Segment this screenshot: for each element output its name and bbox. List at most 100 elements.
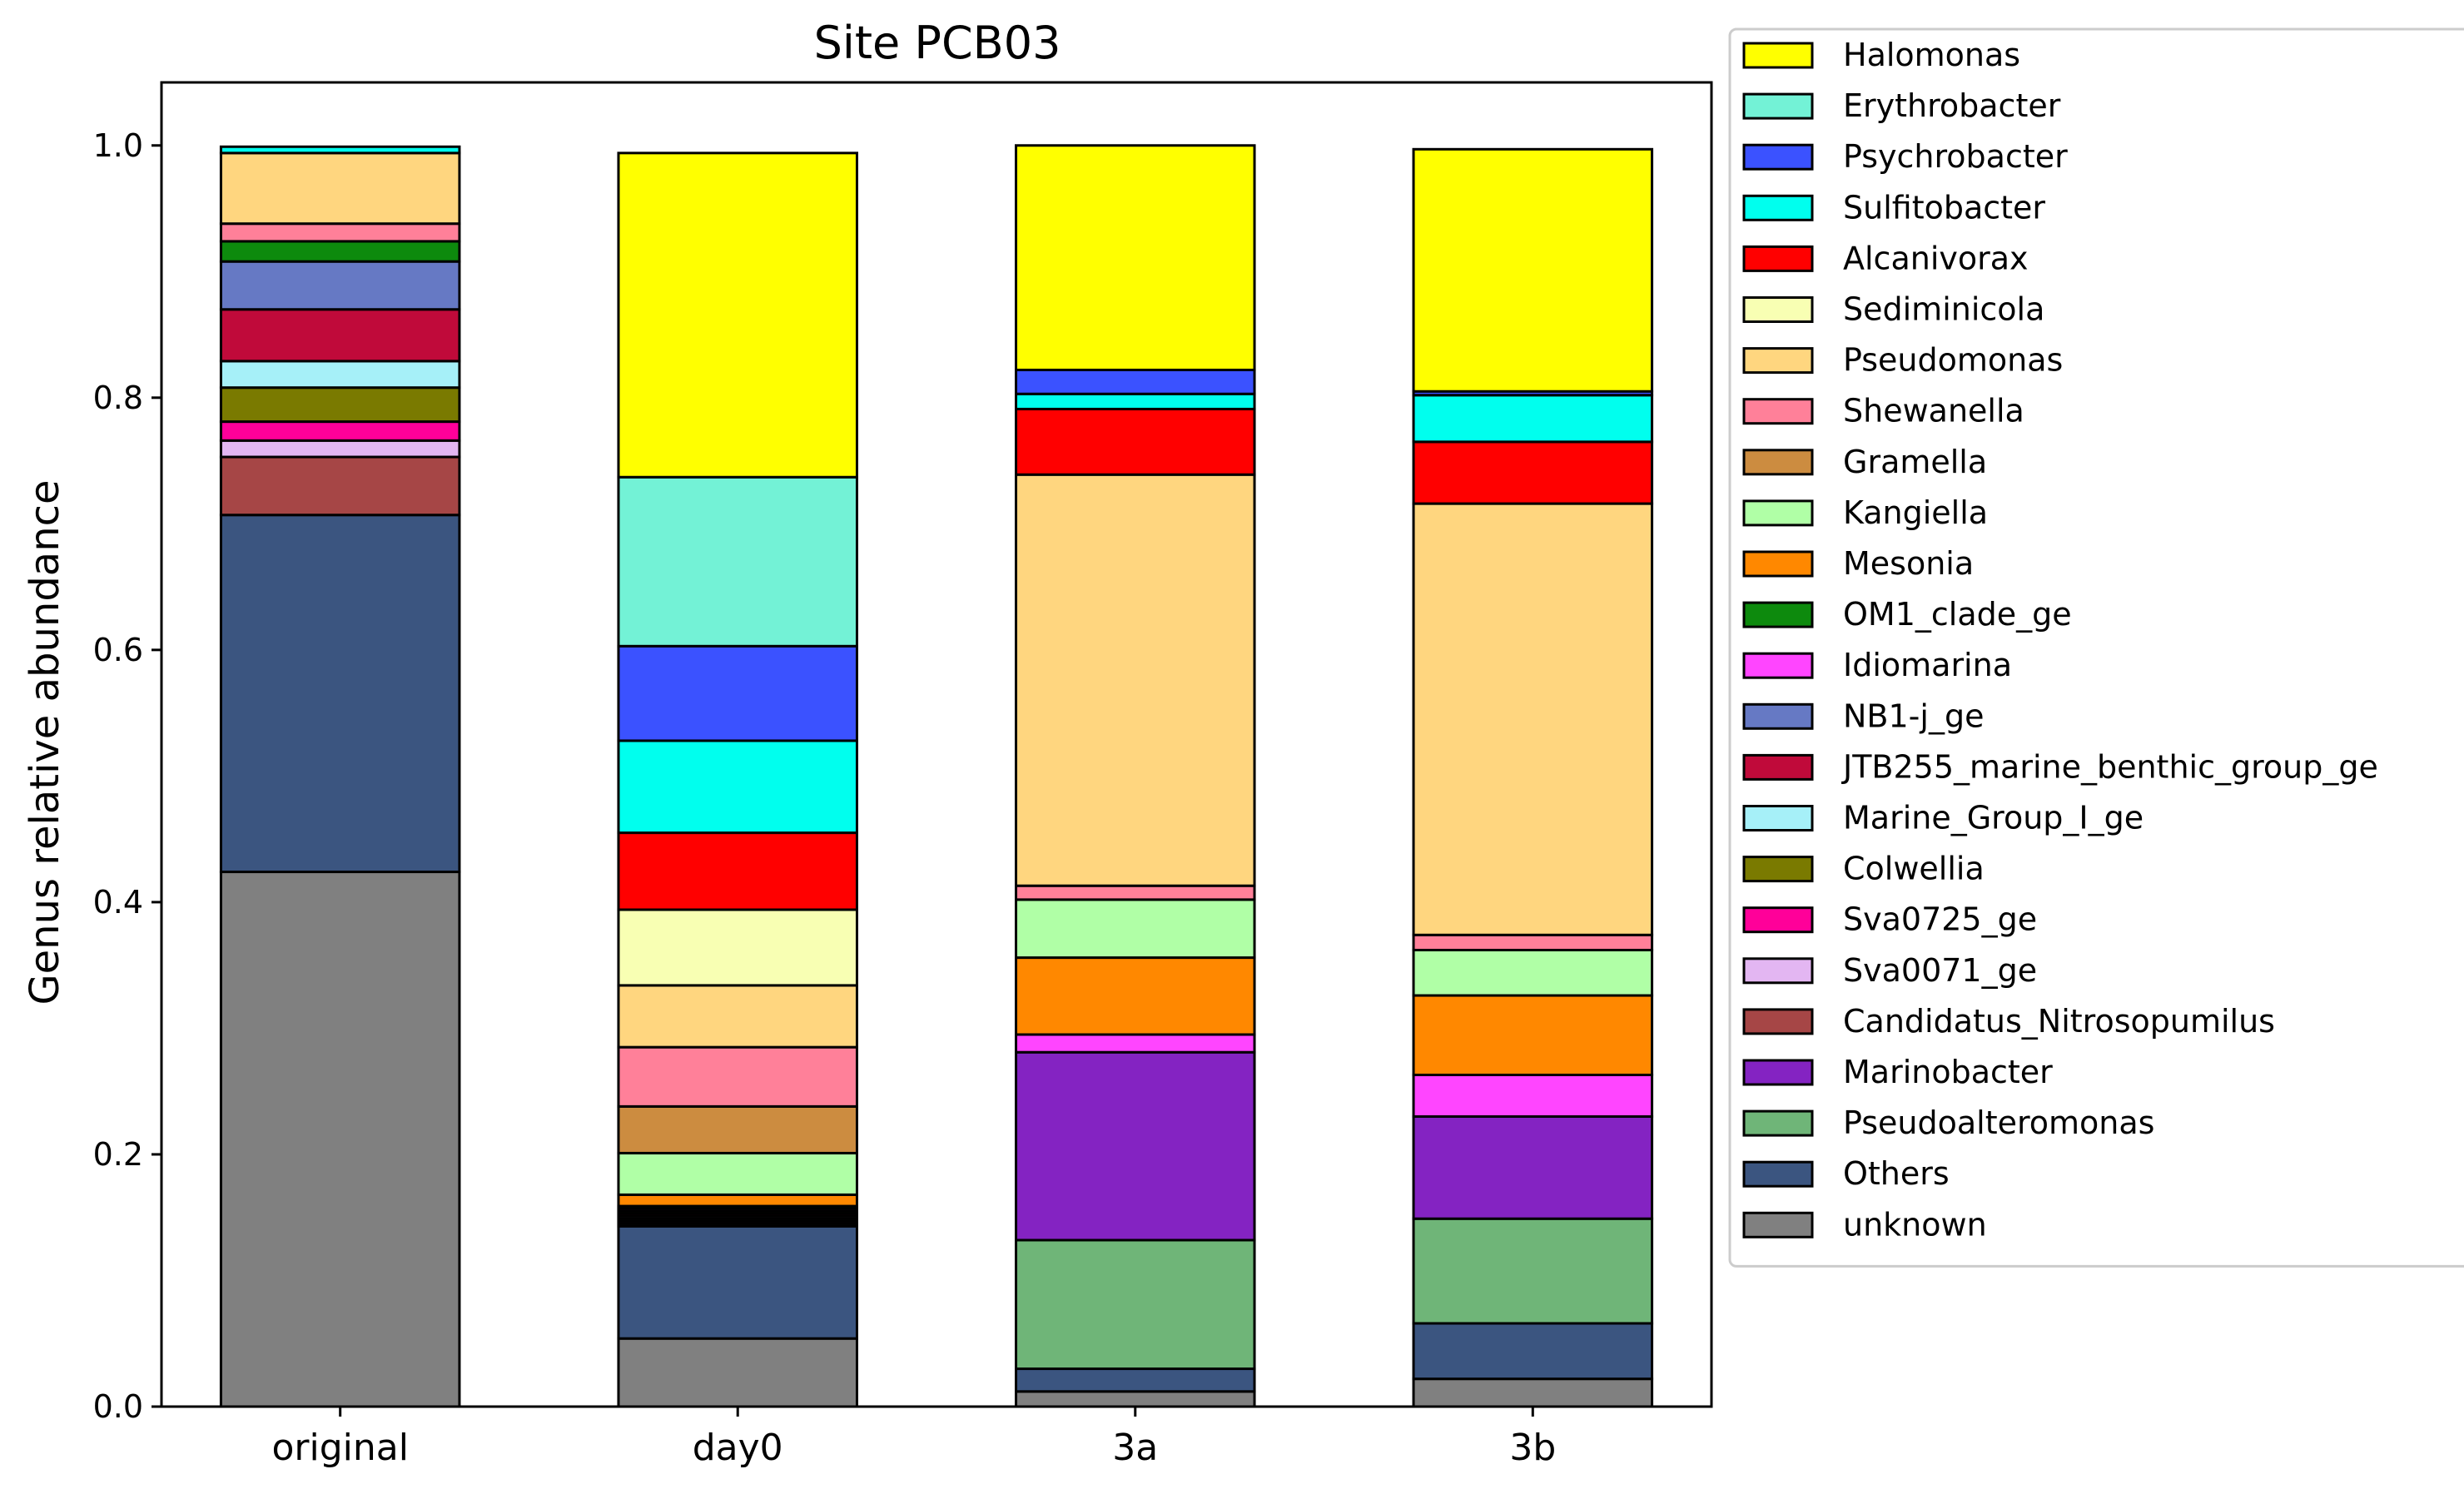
bar-segment-3b-shewanella [1412,933,1654,951]
legend-swatch-unknown [1742,1211,1814,1238]
bar-segments [219,144,1654,1408]
legend-swatch-pseudoalteromonas [1742,1109,1814,1137]
bar-segment-3b-alcanivorax [1412,440,1654,505]
bar-segment-day0-mesonia [617,1193,858,1208]
bar-segment-3a-sulfitobacter [1015,392,1256,410]
bar-segment-original-unknown [219,871,461,1408]
x-tick-label-3b: 3b [1509,1427,1556,1469]
bar-segment-day0-sulfitobacter [617,739,858,835]
legend-swatch-sva0071-ge [1742,957,1814,985]
legend-swatch-sediminicola [1742,296,1814,323]
bar-segment-3a-psychrobacter [1015,368,1256,395]
bar-segment-3a-idiomarina [1015,1033,1256,1054]
legend-swatch-jtb255-marine-benthic-group-ge [1742,753,1814,781]
y-tick-label: 0.2 [93,1136,143,1173]
bar-segment-day0-shewanella [617,1045,858,1108]
legend-label-others: Others [1843,1155,1950,1192]
bar-segment-day0-unknown [617,1337,858,1408]
legend-swatch-marine-group-i-ge [1742,805,1814,831]
bar-segment-3a-others [1015,1367,1256,1393]
bar-segment-3a-unknown [1015,1390,1256,1408]
legend-swatch-om1-clade-ge [1742,601,1814,628]
bar-segment-original-candidatus-nitrosopumilus [219,455,461,517]
bar-segment-day0-sediminicola [617,908,858,987]
legend-swatch-gramella [1742,449,1814,476]
bar-segment-3b-marinobacter [1412,1114,1654,1220]
legend-label-mesonia: Mesonia [1843,545,1974,582]
x-tick-label-original: original [271,1427,408,1469]
legend-label-kangiella: Kangiella [1843,494,1988,531]
y-axis: 0.0 0.2 0.4 0.6 0.8 1.0 [93,127,161,1425]
legend-label-nb1-j-ge: NB1-j_ge [1843,697,1984,734]
chart-title: Site PCB03 [814,17,1061,69]
legend-label-halomonas: Halomonas [1843,37,2020,73]
bar-segment-day0-others [617,1224,858,1340]
legend-swatch-others [1742,1160,1814,1188]
legend-swatch-psychrobacter [1742,143,1814,171]
bar-segment-3b-pseudomonas [1412,502,1654,936]
legend-swatch-sulfitobacter [1742,194,1814,221]
bar-segment-3a-halomonas [1015,144,1256,371]
bar-segment-3a-alcanivorax [1015,407,1256,476]
legend-label-idiomarina: Idiomarina [1843,647,2012,683]
bar-segment-3a-shewanella [1015,884,1256,901]
legend-label-colwellia: Colwellia [1843,851,1985,887]
legend-label-gramella: Gramella [1843,444,1987,480]
bar-segment-3b-others [1412,1322,1654,1381]
legend-label-sediminicola: Sediminicola [1843,291,2044,328]
bar-segment-3a-kangiella [1015,898,1256,960]
bar-segment-original-colwellia [219,386,461,424]
legend-swatch-candidatus-nitrosopumilus [1742,1008,1814,1035]
bar-segment-3a-pseudoalteromonas [1015,1238,1256,1371]
bar-segment-3b-unknown [1412,1377,1654,1408]
bar-segment-3b-idiomarina [1412,1073,1654,1118]
legend-label-pseudoalteromonas: Pseudoalteromonas [1843,1104,2154,1141]
y-tick-label: 0.6 [93,632,143,668]
bar-segment-original-pseudomonas [219,151,461,226]
legend-frame [1728,27,2464,1268]
legend-swatch-idiomarina [1742,652,1814,679]
legend-swatch-halomonas [1742,42,1814,69]
bar-segment-day0-kangiella [617,1151,858,1196]
bar-segment-original-others [219,514,461,874]
bar-segment-day0-pseudomonas [617,984,858,1049]
bar-segment-original-sva0725-ge [219,420,461,442]
legend-label-marine-group-i-ge: Marine_Group_I_ge [1843,800,2144,836]
bar-segment-day0-halomonas [617,151,858,479]
legend-label-alcanivorax: Alcanivorax [1843,240,2029,276]
legend-swatch-erythrobacter [1742,92,1814,120]
x-tick-label-day0: day0 [693,1427,783,1469]
legend-label-psychrobacter: Psychrobacter [1843,138,2068,175]
legend-swatch-mesonia [1742,550,1814,578]
y-tick-label: 0.8 [93,380,143,416]
legend: Halomonas Erythrobacter Psychrobacter Sulfi… [1728,27,2464,1268]
bar-segment-day0-erythrobacter [617,475,858,648]
legend-label-sulfitobacter: Sulfitobacter [1843,189,2045,226]
bar-segment-3b-kangiella [1412,948,1654,997]
plot-frame [160,81,1713,1408]
x-axis: original day0 3a 3b [271,1407,1556,1469]
legend-label-unknown: unknown [1843,1206,1987,1243]
legend-swatch-pseudomonas [1742,347,1814,375]
legend-label-marinobacter: Marinobacter [1843,1054,2053,1090]
legend-label-om1-clade-ge: OM1_clade_ge [1843,596,2072,633]
legend-swatch-colwellia [1742,856,1814,883]
bar-segment-original-shewanella [219,222,461,243]
legend-label-jtb255-marine-benthic-group-ge: JTB255_marine_benthic_group_ge [1841,748,2378,785]
bar-segment-original-nb1-j-ge [219,260,461,311]
legend-swatch-kangiella [1742,499,1814,527]
bar-segment-3a-marinobacter [1015,1050,1256,1242]
bar-segment-day0-psychrobacter [617,644,858,742]
legend-label-sva0725-ge: Sva0725_ge [1843,901,2037,938]
legend-label-candidatus-nitrosopumilus: Candidatus_Nitrosopumilus [1843,1003,2275,1040]
bar-segment-original-om1-clade-ge [219,240,461,263]
bar-segment-3a-pseudomonas [1015,473,1256,887]
bar-segment-original-sva0071-ge [219,439,461,459]
legend-label-pseudomonas: Pseudomonas [1843,342,2063,379]
legend-swatch-shewanella [1742,398,1814,425]
bar-segment-3b-mesonia [1412,994,1654,1076]
legend-label-shewanella: Shewanella [1843,393,2024,429]
y-tick-label: 0.0 [93,1388,143,1425]
bar-segment-original-jtb255-marine-benthic-group-ge [219,308,461,363]
